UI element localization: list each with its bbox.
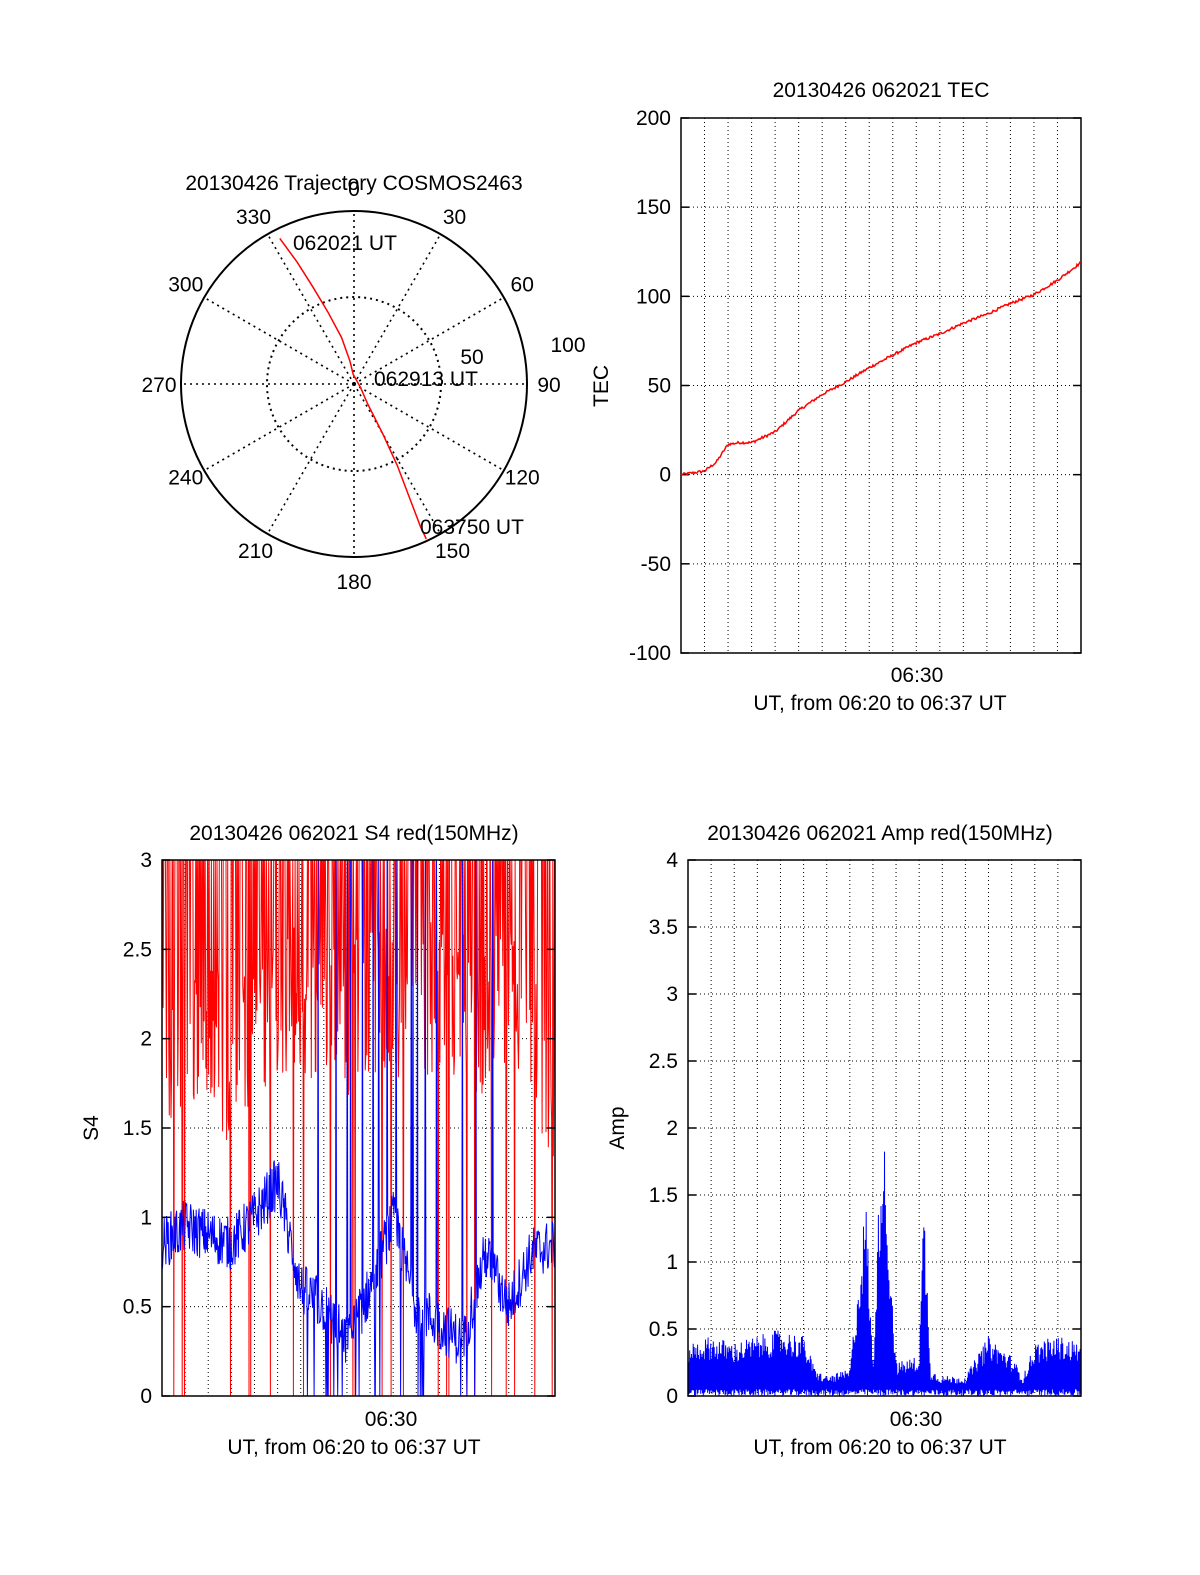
s4-xtick-label: 06:30: [365, 1408, 418, 1431]
y-tick-label: 1: [666, 1251, 678, 1274]
y-tick-label: 2: [140, 1028, 152, 1051]
polar-azimuth-label: 120: [505, 467, 540, 490]
polar-azimuth-label: 270: [141, 374, 176, 397]
polar-spoke: [203, 296, 355, 385]
tec-ylabel: TEC: [590, 365, 613, 407]
y-tick-label: 50: [648, 375, 671, 398]
polar-spoke: [353, 233, 442, 385]
polar-azimuth-label: 0: [348, 178, 360, 201]
y-tick-label: 150: [636, 196, 671, 219]
amp-ylabel: Amp: [606, 1106, 629, 1149]
y-tick-label: 3.5: [649, 916, 678, 939]
polar-panel: 20130426 Trajectory COSMOS2463 0 30 60 90 12…: [141, 172, 585, 594]
polar-spoke: [266, 383, 355, 535]
tec-xlabel: UT, from 06:20 to 06:37 UT: [753, 692, 1006, 715]
polar-azimuth-labels: 0 30 60 90 120 150 180 210 240 270 300 330: [141, 178, 560, 594]
y-tick-label: -50: [641, 553, 671, 576]
y-tick-label: 0.5: [123, 1296, 152, 1319]
y-tick-label: 0: [140, 1385, 152, 1408]
amp-y-tick-labels: 0 0.5 1 1.5 2 2.5 3 3.5 4: [649, 849, 1081, 1408]
y-tick-label: 3: [666, 983, 678, 1006]
y-tick-label: 200: [636, 107, 671, 130]
polar-spoke: [266, 233, 355, 385]
y-tick-label: 1: [140, 1206, 152, 1229]
trajectory-end-label: 063750 UT: [420, 516, 524, 539]
polar-azimuth-label: 180: [336, 571, 371, 594]
amp-xlabel: UT, from 06:20 to 06:37 UT: [753, 1436, 1006, 1459]
s4-y-tick-labels: 0 0.5 1 1.5 2 2.5 3: [123, 849, 555, 1408]
y-tick-label: 1.5: [123, 1117, 152, 1140]
s4-red-series: [162, 859, 556, 1397]
s4-xlabel: UT, from 06:20 to 06:37 UT: [227, 1436, 480, 1459]
polar-azimuth-label: 330: [236, 206, 271, 229]
polar-outer-circle: [180, 210, 528, 558]
polar-spoke: [353, 383, 442, 535]
polar-azimuth-label: 30: [443, 206, 466, 229]
y-tick-label: 2: [666, 1117, 678, 1140]
y-tick-label: 0: [666, 1385, 678, 1408]
amp-blue-series-line: [687, 1151, 1082, 1397]
y-tick-label: 3: [140, 849, 152, 872]
y-tick-label: 100: [636, 285, 671, 308]
polar-radial-label-100: 100: [550, 334, 585, 357]
amp-title: 20130426 062021 Amp red(150MHz): [707, 822, 1053, 845]
tec-title: 20130426 062021 TEC: [773, 79, 990, 102]
polar-spoke: [353, 383, 505, 472]
trajectory-mid-label: 062913 UT: [374, 368, 478, 391]
polar-azimuth-label: 60: [511, 274, 534, 297]
trajectory-start-label: 062021 UT: [293, 232, 397, 255]
tec-grid: [681, 118, 1081, 653]
amp-blue-series: [687, 1151, 1082, 1397]
polar-inner-circle: [266, 296, 442, 472]
amp-xtick-label: 06:30: [890, 1408, 943, 1431]
polar-spoke: [203, 383, 355, 472]
y-tick-label: 2.5: [123, 938, 152, 961]
s4-title: 20130426 062021 S4 red(150MHz): [189, 822, 518, 845]
y-tick-label: -100: [629, 642, 671, 665]
polar-radial-label-50: 50: [460, 346, 483, 369]
y-tick-label: 4: [666, 849, 678, 872]
tec-xtick-label: 06:30: [891, 664, 944, 687]
polar-azimuth-label: 150: [435, 540, 470, 563]
polar-azimuth-label: 240: [168, 467, 203, 490]
s4-panel: 20130426 062021 S4 red(150MHz) 0 0.5 1 1.5 2…: [80, 822, 556, 1459]
polar-title: 20130426 Trajectory COSMOS2463: [185, 172, 522, 195]
s4-blue-series: [161, 859, 556, 1397]
polar-azimuth-label: 210: [238, 540, 273, 563]
tec-series-line: [680, 260, 1082, 476]
polar-trajectory-line: [279, 237, 427, 540]
y-tick-label: 1.5: [649, 1184, 678, 1207]
s4-blue-series-line: [161, 859, 556, 1397]
amp-panel: 20130426 062021 Amp red(150MHz) 0 0.5 1 1.5…: [606, 822, 1082, 1459]
y-tick-label: 2.5: [649, 1050, 678, 1073]
s4-red-series-line: [162, 859, 556, 1397]
tec-y-tick-labels: -100 -50 0 50 100 150 200: [629, 107, 1081, 665]
y-tick-label: 0.5: [649, 1318, 678, 1341]
polar-azimuth-label: 300: [168, 274, 203, 297]
polar-azimuth-label: 90: [537, 374, 560, 397]
polar-spokes: [181, 211, 527, 557]
polar-spoke: [353, 296, 505, 385]
y-tick-label: 0: [659, 464, 671, 487]
s4-ylabel: S4: [80, 1115, 103, 1141]
tec-panel: 20130426 062021 TEC -100-50050100150200 …: [590, 79, 1082, 715]
